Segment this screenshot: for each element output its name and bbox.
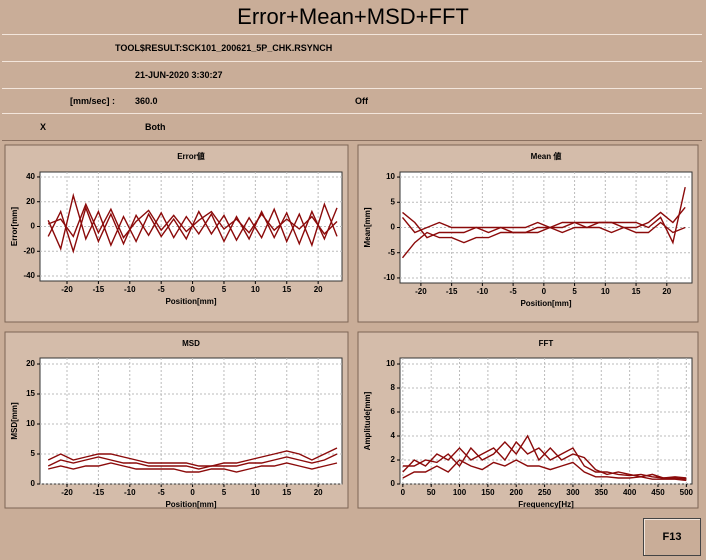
x-tick-label: 20 [314, 488, 323, 497]
y-axis-label: Error[mm] [10, 207, 19, 246]
y-tick-label: -40 [23, 271, 35, 280]
speed: 360.0 [135, 96, 158, 106]
y-tick-label: 5 [31, 449, 36, 458]
y-tick-label: 0 [31, 222, 36, 231]
data-line [47, 453, 338, 470]
chart-title: FFT [539, 339, 554, 348]
mode: Off [355, 96, 368, 106]
y-tick-label: 8 [391, 383, 396, 392]
x-tick-label: 400 [623, 488, 637, 497]
y-tick-label: 6 [391, 407, 396, 416]
x-tick-label: 10 [251, 285, 260, 294]
x-tick-label: -10 [124, 488, 136, 497]
x-tick-label: 0 [401, 488, 406, 497]
x-tick-label: 5 [222, 488, 227, 497]
x-tick-label: 20 [314, 285, 323, 294]
y-tick-label: 0 [391, 479, 396, 488]
x-tick-label: 0 [190, 285, 195, 294]
x-tick-label: -20 [61, 285, 73, 294]
y-tick-label: 10 [26, 419, 35, 428]
x-tick-label: 500 [680, 488, 694, 497]
info-row: X Both [2, 113, 702, 141]
x-axis-label: Position[mm] [165, 500, 216, 509]
x-tick-label: 0 [542, 287, 547, 296]
chart-title: Error値 [177, 151, 205, 161]
x-tick-label: 0 [190, 488, 195, 497]
y-axis-label: MSD[mm] [10, 402, 19, 440]
x-tick-label: -15 [93, 488, 105, 497]
x-tick-label: -10 [124, 285, 136, 294]
y-tick-label: -10 [383, 273, 395, 282]
plot-area [39, 357, 343, 485]
y-tick-label: -20 [23, 246, 35, 255]
data-line [402, 434, 687, 480]
x-tick-label: -10 [477, 287, 489, 296]
file-name: TOOL$RESULT:SCK101_200621_5P_CHK.RSYNCH [115, 43, 333, 53]
x-tick-label: -20 [61, 488, 73, 497]
x-tick-label: 200 [510, 488, 524, 497]
y-tick-label: 0 [31, 479, 36, 488]
x-tick-label: 300 [566, 488, 580, 497]
x-axis-label: Position[mm] [520, 299, 571, 308]
plot-area [399, 357, 693, 485]
y-tick-label: 20 [26, 359, 35, 368]
data-line [47, 202, 338, 239]
x-tick-label: -15 [446, 287, 458, 296]
x-tick-label: -15 [93, 285, 105, 294]
y-tick-label: 40 [26, 172, 35, 181]
y-tick-label: 10 [386, 172, 395, 181]
chart-title: MSD [182, 339, 200, 348]
x-tick-label: -20 [415, 287, 427, 296]
x-tick-label: 15 [282, 285, 291, 294]
x-tick-label: 10 [601, 287, 610, 296]
x-tick-label: 15 [632, 287, 641, 296]
y-tick-label: 15 [26, 389, 35, 398]
x-axis-label: Position[mm] [165, 297, 216, 306]
data-line [401, 221, 686, 259]
x-axis-label: Frequency[Hz] [518, 500, 574, 509]
x-tick-label: 15 [282, 488, 291, 497]
x-tick-label: 100 [453, 488, 467, 497]
charts: Error値 Position[mm] Error[mm] -20 -15 -10 -5 0 5… [4, 144, 699, 509]
x-tick-label: 10 [251, 488, 260, 497]
y-tick-label: 2 [391, 455, 396, 464]
y-tick-label: 20 [26, 197, 35, 206]
datetime: 21-JUN-2020 3:30:27 [135, 70, 223, 80]
data-line [401, 186, 686, 245]
y-tick-label: 10 [386, 359, 395, 368]
page-title: Error+Mean+MSD+FFT [237, 4, 469, 29]
axis: X [40, 122, 47, 132]
y-tick-label: 5 [391, 197, 396, 206]
x-tick-label: 250 [538, 488, 552, 497]
x-tick-label: 5 [572, 287, 577, 296]
x-tick-label: 450 [651, 488, 665, 497]
y-axis-label: Amplitude[mm] [363, 391, 372, 450]
x-tick-label: 350 [595, 488, 609, 497]
x-tick-label: -5 [158, 285, 166, 294]
data-line [47, 447, 338, 467]
speed-unit: [mm/sec] : [70, 96, 116, 106]
x-tick-label: 50 [427, 488, 436, 497]
x-tick-label: -5 [510, 287, 518, 296]
chart-title: Mean 値 [531, 151, 562, 161]
y-tick-label: 4 [391, 431, 396, 440]
x-tick-label: -5 [158, 488, 166, 497]
y-tick-label: 0 [391, 223, 396, 232]
f13-button[interactable]: F13 [643, 518, 701, 556]
data-line [402, 206, 686, 239]
x-tick-label: 20 [662, 287, 671, 296]
x-tick-label: 150 [481, 488, 495, 497]
x-tick-label: 5 [222, 285, 227, 294]
direction: Both [145, 122, 166, 132]
y-tick-label: -5 [388, 248, 396, 257]
y-axis-label: Mean[mm] [363, 207, 372, 247]
data-line [48, 462, 338, 473]
